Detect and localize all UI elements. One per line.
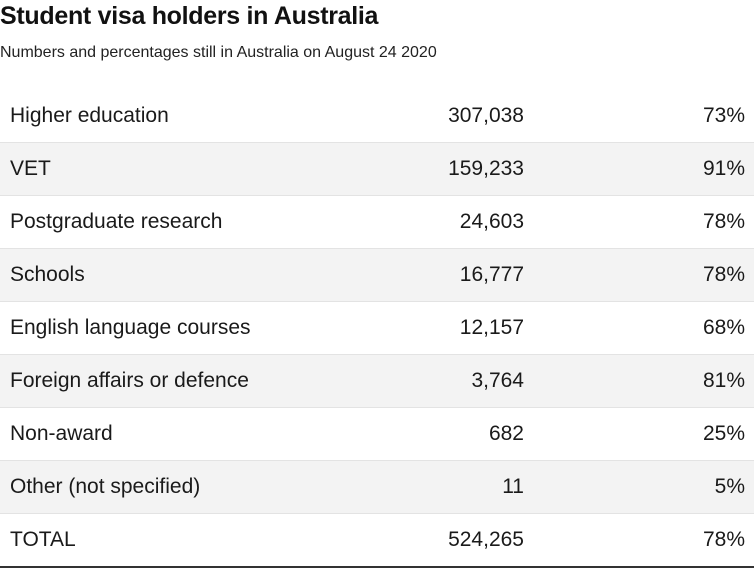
row-number: 11 — [370, 460, 524, 514]
row-label: Foreign affairs or defence — [0, 354, 370, 408]
row-percent: 81% — [524, 354, 754, 408]
table-row: Postgraduate research 24,603 78% — [0, 195, 754, 249]
table-row: English language courses 12,157 68% — [0, 301, 754, 355]
table-row: Schools 16,777 78% — [0, 248, 754, 302]
row-number: 12,157 — [370, 301, 524, 355]
table-row: VET 159,233 91% — [0, 142, 754, 196]
row-number: 3,764 — [370, 354, 524, 408]
row-percent: 78% — [524, 248, 754, 302]
table-row: Other (not specified) 11 5% — [0, 460, 754, 514]
row-label: Higher education — [0, 90, 370, 143]
total-label: TOTAL — [0, 513, 370, 568]
chart-title: Student visa holders in Australia — [0, 2, 379, 30]
row-percent: 78% — [524, 195, 754, 249]
row-number: 159,233 — [370, 142, 524, 196]
row-number: 16,777 — [370, 248, 524, 302]
total-number: 524,265 — [370, 513, 524, 568]
row-label: Postgraduate research — [0, 195, 370, 249]
row-number: 682 — [370, 407, 524, 461]
total-percent: 78% — [524, 513, 754, 568]
row-label: English language courses — [0, 301, 370, 355]
chart-subtitle: Numbers and percentages still in Austral… — [0, 44, 437, 61]
row-percent: 68% — [524, 301, 754, 355]
table-row: Non-award 682 25% — [0, 407, 754, 461]
row-label: Other (not specified) — [0, 460, 370, 514]
row-percent: 91% — [524, 142, 754, 196]
table-row: Foreign affairs or defence 3,764 81% — [0, 354, 754, 408]
row-percent: 73% — [524, 90, 754, 143]
table-row: Higher education 307,038 73% — [0, 90, 754, 143]
row-percent: 25% — [524, 407, 754, 461]
table-body: Higher education 307,038 73% VET 159,233… — [0, 90, 754, 568]
row-percent: 5% — [524, 460, 754, 514]
row-number: 307,038 — [370, 90, 524, 143]
data-table: Higher education 307,038 73% VET 159,233… — [0, 90, 754, 568]
row-number: 24,603 — [370, 195, 524, 249]
row-label: VET — [0, 142, 370, 196]
row-label: Non-award — [0, 407, 370, 461]
row-label: Schools — [0, 248, 370, 302]
total-row: TOTAL 524,265 78% — [0, 513, 754, 568]
